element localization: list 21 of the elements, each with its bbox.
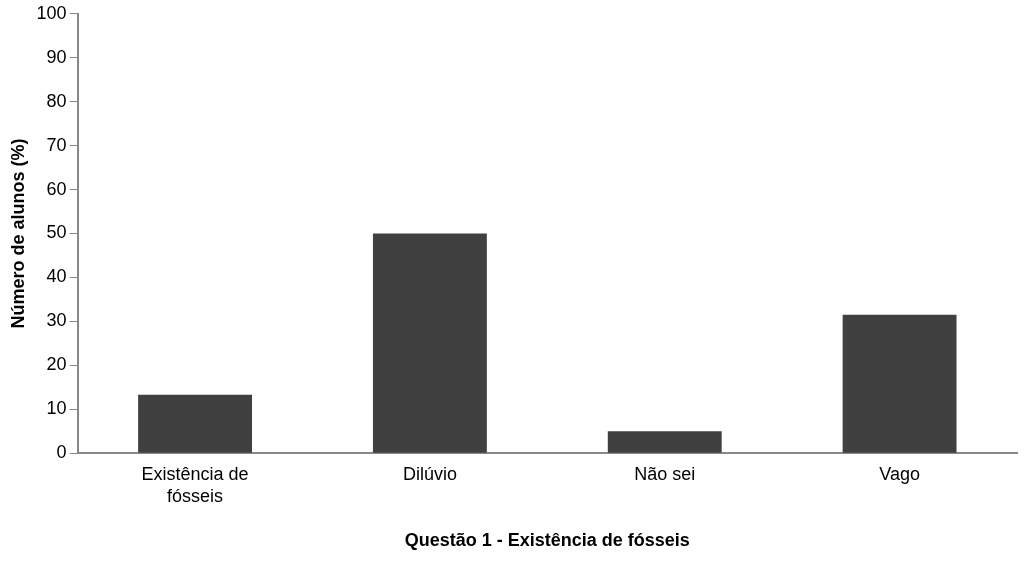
x-tick-label: Vago [879,463,920,484]
x-axis-title: Questão 1 - Existência de fósseis [404,530,690,551]
y-tick-label: 40 [46,266,67,287]
bar [372,233,487,453]
y-axis-title: Número de alunos (%) [7,138,28,329]
y-tick-label: 30 [46,310,67,331]
bar [607,431,722,453]
bar [138,394,252,453]
y-tick-label: 70 [46,134,67,155]
y-tick-label: 60 [46,178,67,199]
x-tick-label: Não sei [634,463,696,484]
x-tick-label: Dilúvio [402,463,457,484]
y-tick-label: 0 [56,442,67,463]
x-tick-label: Existência de fósseis [141,463,249,506]
y-tick-label: 80 [46,90,67,111]
y-tick-label: 20 [46,354,67,375]
y-tick-label: 90 [46,46,67,67]
bar [842,314,957,453]
y-tick-label: 10 [46,398,67,419]
y-tick-label: 50 [46,222,67,243]
y-tick-label: 100 [36,2,67,23]
